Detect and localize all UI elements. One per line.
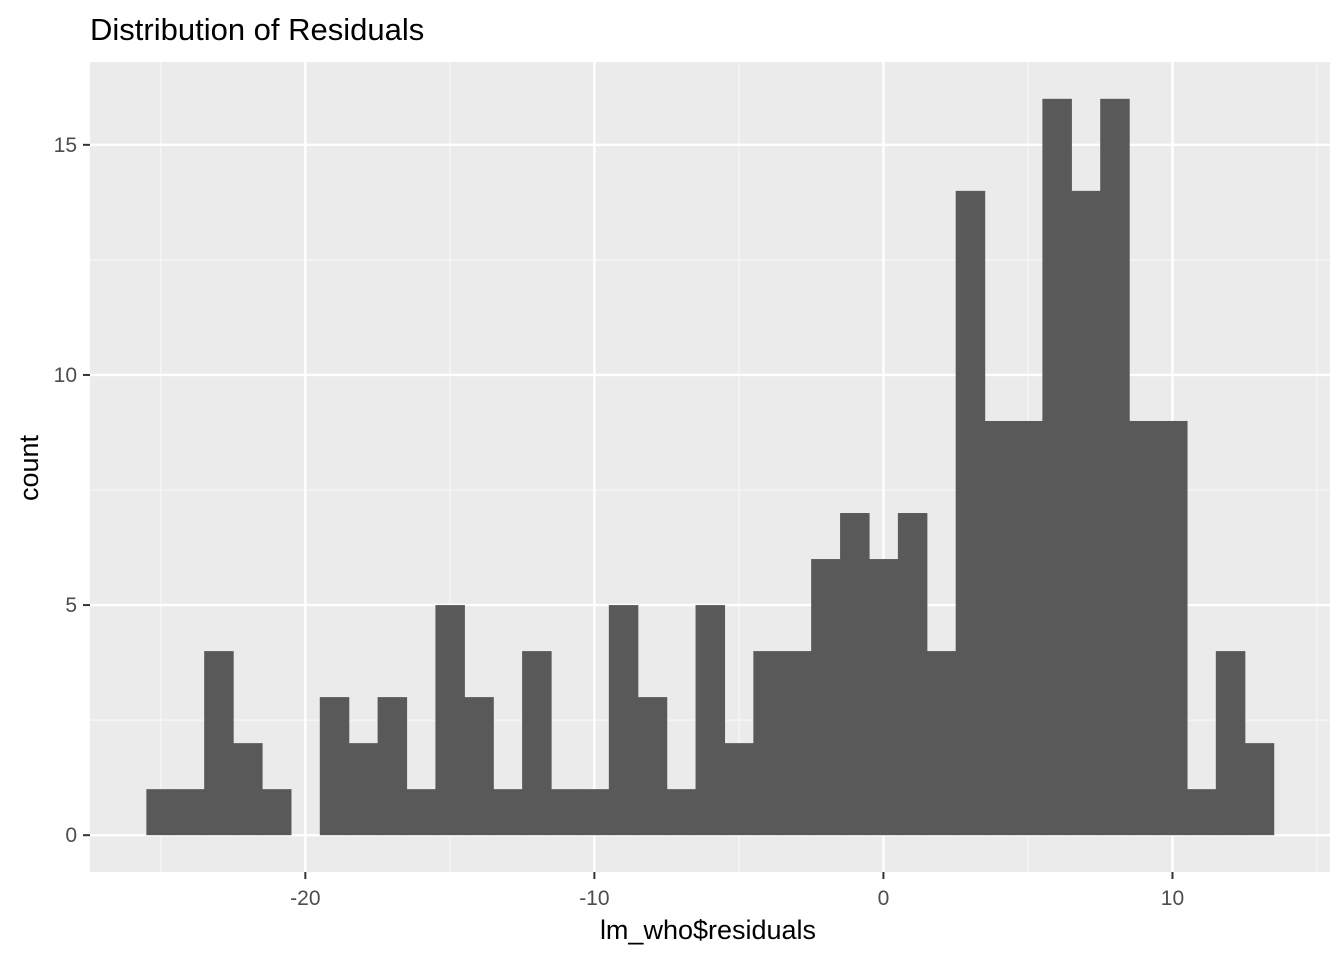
histogram-bar	[233, 743, 263, 836]
histogram-bar	[464, 697, 494, 836]
histogram-bar	[493, 789, 523, 836]
x-tick-label: -20	[290, 887, 320, 910]
x-tick-label: 0	[878, 887, 890, 910]
y-axis: 0 5 10 15	[54, 134, 90, 847]
histogram-bar	[551, 789, 581, 836]
histogram-bar	[1244, 743, 1275, 836]
histogram-bar	[695, 605, 726, 836]
histogram-bar	[319, 697, 350, 836]
histogram-bar	[926, 651, 957, 836]
histogram-bar	[146, 789, 176, 836]
x-tick-label: 10	[1161, 887, 1184, 910]
histogram-bar	[608, 605, 639, 836]
histogram-bar	[579, 789, 610, 836]
x-tick-label: -10	[579, 887, 609, 910]
histogram-bar	[840, 513, 870, 836]
histogram-bar	[897, 513, 928, 836]
histogram-bar	[637, 697, 668, 836]
histogram-bar	[406, 789, 437, 836]
histogram-bar	[435, 605, 465, 836]
histogram-bars	[146, 98, 1275, 836]
histogram-bar	[724, 743, 754, 836]
histogram-bar	[666, 789, 697, 836]
histogram-bar	[1071, 190, 1101, 836]
histogram-bar	[348, 743, 379, 836]
y-tick-label: 15	[54, 134, 77, 157]
y-tick-label: 0	[65, 824, 77, 847]
x-axis: -20 -10 0 10	[290, 872, 1184, 910]
histogram-bar	[1100, 98, 1130, 836]
histogram-bar	[204, 651, 234, 836]
y-tick-label: 5	[65, 594, 77, 617]
histogram-bar	[955, 190, 986, 836]
histogram-bar	[1042, 98, 1072, 836]
chart-title: Distribution of Residuals	[90, 12, 424, 47]
histogram-bar	[1158, 420, 1188, 836]
histogram-bar	[782, 651, 812, 836]
histogram-bar	[1129, 420, 1159, 836]
histogram-bar	[1013, 420, 1044, 836]
y-tick-label: 10	[54, 364, 77, 387]
histogram-bar	[175, 789, 205, 836]
histogram-bar	[377, 697, 408, 836]
histogram-bar	[868, 559, 899, 836]
histogram-bar	[1215, 651, 1246, 836]
histogram-bar	[811, 559, 841, 836]
histogram-bar	[522, 651, 552, 836]
histogram-bar	[1186, 789, 1217, 836]
histogram-bar	[753, 651, 783, 836]
x-axis-title: lm_who$residuals	[600, 915, 816, 945]
histogram-bar	[261, 789, 292, 836]
y-axis-title: count	[14, 434, 44, 501]
histogram-bar	[984, 420, 1015, 836]
